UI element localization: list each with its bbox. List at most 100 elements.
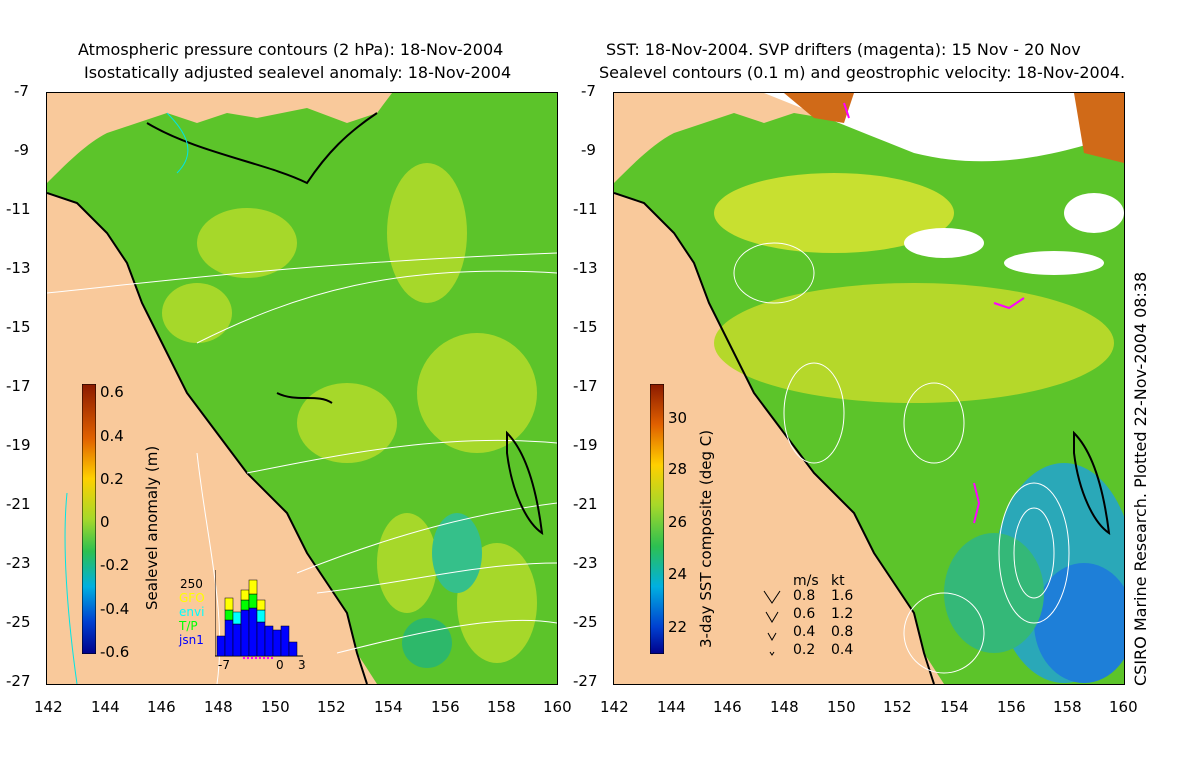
left-cb-tick: -0.4 — [100, 600, 130, 618]
left-anomaly-patch — [197, 208, 297, 278]
left-pressure-contour — [316, 562, 557, 594]
y-tick-left: -23 — [6, 554, 31, 572]
vel-legend-kt: 0.8 — [831, 624, 854, 640]
x-tick-right: 160 — [1109, 698, 1138, 716]
left-map-panel — [46, 92, 558, 685]
vel-legend-header-ms: m/s — [793, 573, 819, 589]
left-anomaly-patch — [387, 163, 467, 303]
left-pressure-contour — [296, 502, 557, 574]
vel-legend-ms: 0.8 — [793, 588, 816, 604]
left-cb-tick: 0.4 — [100, 427, 124, 445]
y-tick-right: -25 — [573, 613, 598, 631]
y-tick-right: -9 — [581, 141, 596, 159]
y-tick-right: -23 — [573, 554, 598, 572]
x-tick-right: 142 — [600, 698, 629, 716]
left-pressure-contour — [47, 252, 557, 294]
x-tick-left: 148 — [204, 698, 233, 716]
y-tick-right: -15 — [573, 318, 598, 336]
y-tick-right: -13 — [573, 259, 598, 277]
right-map-svg — [614, 93, 1124, 684]
left-title-line1: Atmospheric pressure contours (2 hPa): 1… — [78, 40, 504, 59]
right-cloud-gap — [904, 228, 984, 258]
left-cb-tick: 0 — [100, 513, 110, 531]
y-tick-left: -19 — [6, 436, 31, 454]
right-drifter-track — [993, 297, 1025, 310]
vel-legend-header-kt: kt — [831, 573, 845, 589]
left-title-line2: Isostatically adjusted sealevel anomaly:… — [84, 63, 512, 82]
right-sealevel-contour — [733, 242, 815, 304]
x-tick-left: 158 — [487, 698, 516, 716]
right-sealevel-contour — [903, 382, 965, 464]
hist-xtick: 0 — [276, 658, 284, 672]
left-anomaly-patch — [162, 283, 232, 343]
hist-legend-envi: envi — [179, 605, 205, 619]
left-cb-tick: 0.2 — [100, 470, 124, 488]
y-tick-right: -21 — [573, 495, 598, 513]
right-cloud-gap — [764, 93, 1124, 162]
left-cb-tick: -0.2 — [100, 556, 130, 574]
right-map-panel — [613, 92, 1125, 685]
x-tick-left: 142 — [34, 698, 63, 716]
vel-legend-ms: 0.4 — [793, 624, 816, 640]
x-tick-right: 144 — [657, 698, 686, 716]
right-cb-tick: 24 — [668, 565, 688, 583]
y-tick-left: -15 — [6, 318, 31, 336]
y-tick-left: -27 — [6, 672, 31, 690]
left-png-coast — [146, 112, 378, 185]
hist-legend-gfo: GFO — [179, 591, 205, 605]
right-title-line1: SST: 18-Nov-2004. SVP drifters (magenta)… — [606, 40, 1081, 59]
right-cb-tick: 30 — [668, 409, 688, 427]
left-pressure-contour — [166, 112, 189, 174]
hist-xtick: -7 — [218, 658, 230, 672]
vel-arrow-0.2 — [769, 651, 775, 656]
y-tick-right: -17 — [573, 377, 598, 395]
y-tick-left: -9 — [14, 141, 29, 159]
x-tick-left: 154 — [374, 698, 403, 716]
y-tick-right: -27 — [573, 672, 598, 690]
y-tick-right: -7 — [581, 82, 596, 100]
x-tick-left: 152 — [317, 698, 346, 716]
left-reef-outline — [276, 392, 333, 404]
y-tick-left: -17 — [6, 377, 31, 395]
y-tick-left: -11 — [6, 200, 31, 218]
right-sealevel-contour — [1013, 507, 1055, 599]
right-drifter-track — [973, 482, 981, 524]
hist-ymax: 250 — [180, 577, 203, 591]
x-tick-right: 156 — [997, 698, 1026, 716]
left-coastline — [47, 192, 368, 684]
right-sst-warm-band — [714, 283, 1114, 403]
right-drifter-track — [843, 102, 850, 119]
left-reef-outline — [506, 430, 544, 536]
x-tick-right: 146 — [713, 698, 742, 716]
left-anomaly-patch — [417, 333, 537, 453]
credit-text: CSIRO Marine Research. Plotted 22-Nov-20… — [1131, 271, 1150, 686]
left-pressure-contour — [246, 439, 557, 474]
left-anomaly-patch — [377, 513, 437, 613]
right-sst-cool-area — [944, 533, 1044, 653]
right-sealevel-contour — [903, 592, 985, 674]
x-tick-right: 150 — [827, 698, 856, 716]
right-colorbar-label: 3-day SST composite (deg C) — [697, 429, 715, 648]
x-tick-left: 146 — [147, 698, 176, 716]
right-cloud-gap — [1064, 193, 1124, 233]
vel-arrow-0.6 — [765, 611, 779, 623]
left-cb-tick: -0.6 — [100, 643, 130, 661]
y-tick-left: -13 — [6, 259, 31, 277]
right-sealevel-contour — [783, 362, 845, 464]
x-tick-left: 150 — [261, 698, 290, 716]
hist-legend-jsn1: jsn1 — [179, 633, 204, 647]
hist-xtick: 3 — [298, 658, 306, 672]
left-colorbar-label: Sealevel anomaly (m) — [143, 445, 161, 610]
x-tick-right: 154 — [940, 698, 969, 716]
x-tick-left: 160 — [543, 698, 572, 716]
right-sst-warm-band — [714, 173, 954, 253]
right-cb-tick: 28 — [668, 460, 688, 478]
left-anomaly-patch — [402, 618, 452, 668]
right-warm-sst-patch — [784, 93, 854, 123]
vel-legend-kt: 1.6 — [831, 588, 854, 604]
vel-legend-kt: 0.4 — [831, 642, 854, 658]
left-cb-tick: 0.6 — [100, 383, 124, 401]
right-cloud-gap — [1004, 251, 1104, 275]
x-tick-right: 148 — [770, 698, 799, 716]
